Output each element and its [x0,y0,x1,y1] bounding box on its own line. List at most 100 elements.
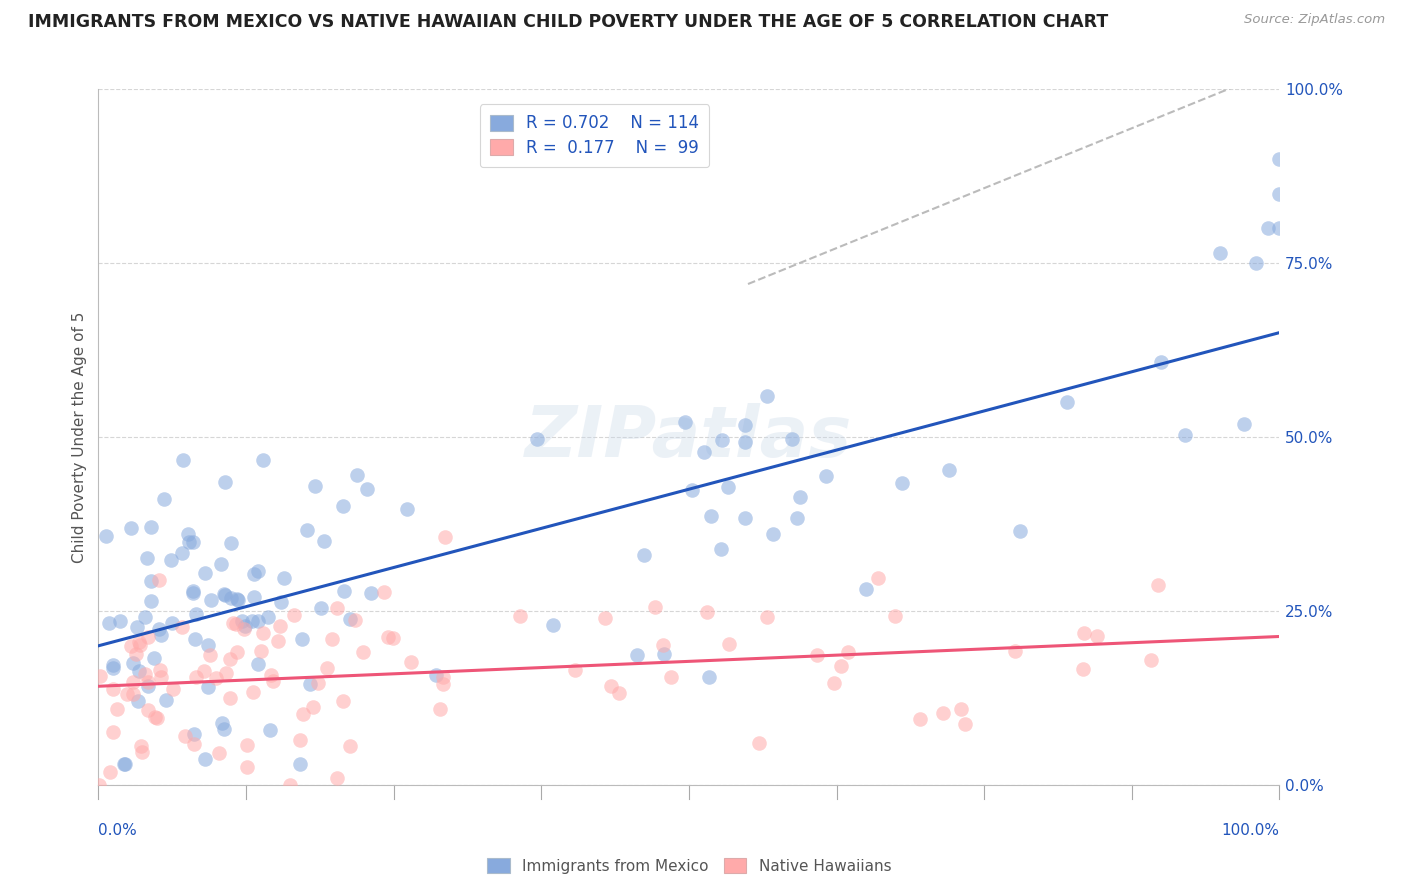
Point [425,668,447,682]
Point [152,491,174,506]
Point [259,723,281,737]
Point [121,687,143,701]
Point [101,725,124,739]
Point [883,608,905,623]
Point [136,703,159,717]
Point [193,664,215,678]
Point [823,675,845,690]
Point [288,757,311,772]
Point [128,635,150,649]
Point [344,613,367,627]
Point [141,519,163,533]
Point [231,614,253,628]
Point [252,453,274,467]
Point [138,679,160,693]
Point [243,590,266,604]
Point [298,676,321,690]
Point [108,614,131,628]
Point [697,670,720,684]
Point [94,528,117,542]
Point [136,551,159,566]
Point [181,583,204,598]
Point [149,664,172,678]
Point [184,607,207,622]
Point [786,510,808,524]
Point [710,542,733,557]
Point [120,639,142,653]
Point [184,669,207,683]
Point [194,752,217,766]
Point [222,615,245,630]
Point [1004,644,1026,658]
Point [339,612,361,626]
Point [1146,577,1168,591]
Point [755,389,778,403]
Point [762,527,785,541]
Point [226,644,249,658]
Text: Source: ZipAtlas.com: Source: ZipAtlas.com [1244,13,1385,27]
Point [198,648,221,663]
Point [908,712,931,726]
Point [219,591,242,606]
Point [269,619,291,633]
Point [247,615,270,629]
Point [214,475,236,489]
Point [326,601,349,615]
Point [1209,245,1232,260]
Point [162,681,184,696]
Point [295,523,318,537]
Point [128,664,150,678]
Point [1233,417,1256,431]
Point [114,757,136,772]
Point [307,676,329,690]
Point [215,666,238,681]
Point [356,482,378,496]
Point [278,778,301,792]
Point [143,709,166,723]
Point [134,666,156,681]
Point [432,670,454,684]
Point [136,631,159,645]
Text: IMMIGRANTS FROM MEXICO VS NATIVE HAWAIIAN CHILD POVERTY UNDER THE AGE OF 5 CORRE: IMMIGRANTS FROM MEXICO VS NATIVE HAWAIIA… [28,13,1108,31]
Point [291,632,314,647]
Point [312,533,335,548]
Legend: Immigrants from Mexico, Native Hawaiians: Immigrants from Mexico, Native Hawaiians [481,852,897,880]
Point [218,690,240,705]
Point [246,657,269,671]
Point [806,648,828,662]
Point [236,760,259,774]
Point [267,634,290,648]
Point [233,622,256,636]
Legend: R = 0.702    N = 114, R =  0.177    N =  99: R = 0.702 N = 114, R = 0.177 N = 99 [479,104,709,167]
Point [98,765,121,780]
Point [121,675,143,690]
Point [218,651,240,665]
Point [149,670,172,684]
Point [211,715,233,730]
Point [240,614,263,628]
Point [242,685,264,699]
Point [204,671,226,685]
Point [1268,221,1291,235]
Point [263,674,285,689]
Point [142,651,165,665]
Point [183,727,205,741]
Point [283,607,305,622]
Point [184,632,207,646]
Point [1268,152,1291,166]
Point [226,592,249,607]
Point [101,657,124,672]
Point [1073,626,1095,640]
Point [543,618,565,632]
Point [652,647,675,661]
Point [148,623,170,637]
Point [748,736,770,750]
Point [782,432,804,446]
Point [890,476,912,491]
Point [681,483,703,497]
Point [717,480,740,494]
Point [273,571,295,585]
Point [360,585,382,599]
Point [564,664,586,678]
Point [692,444,714,458]
